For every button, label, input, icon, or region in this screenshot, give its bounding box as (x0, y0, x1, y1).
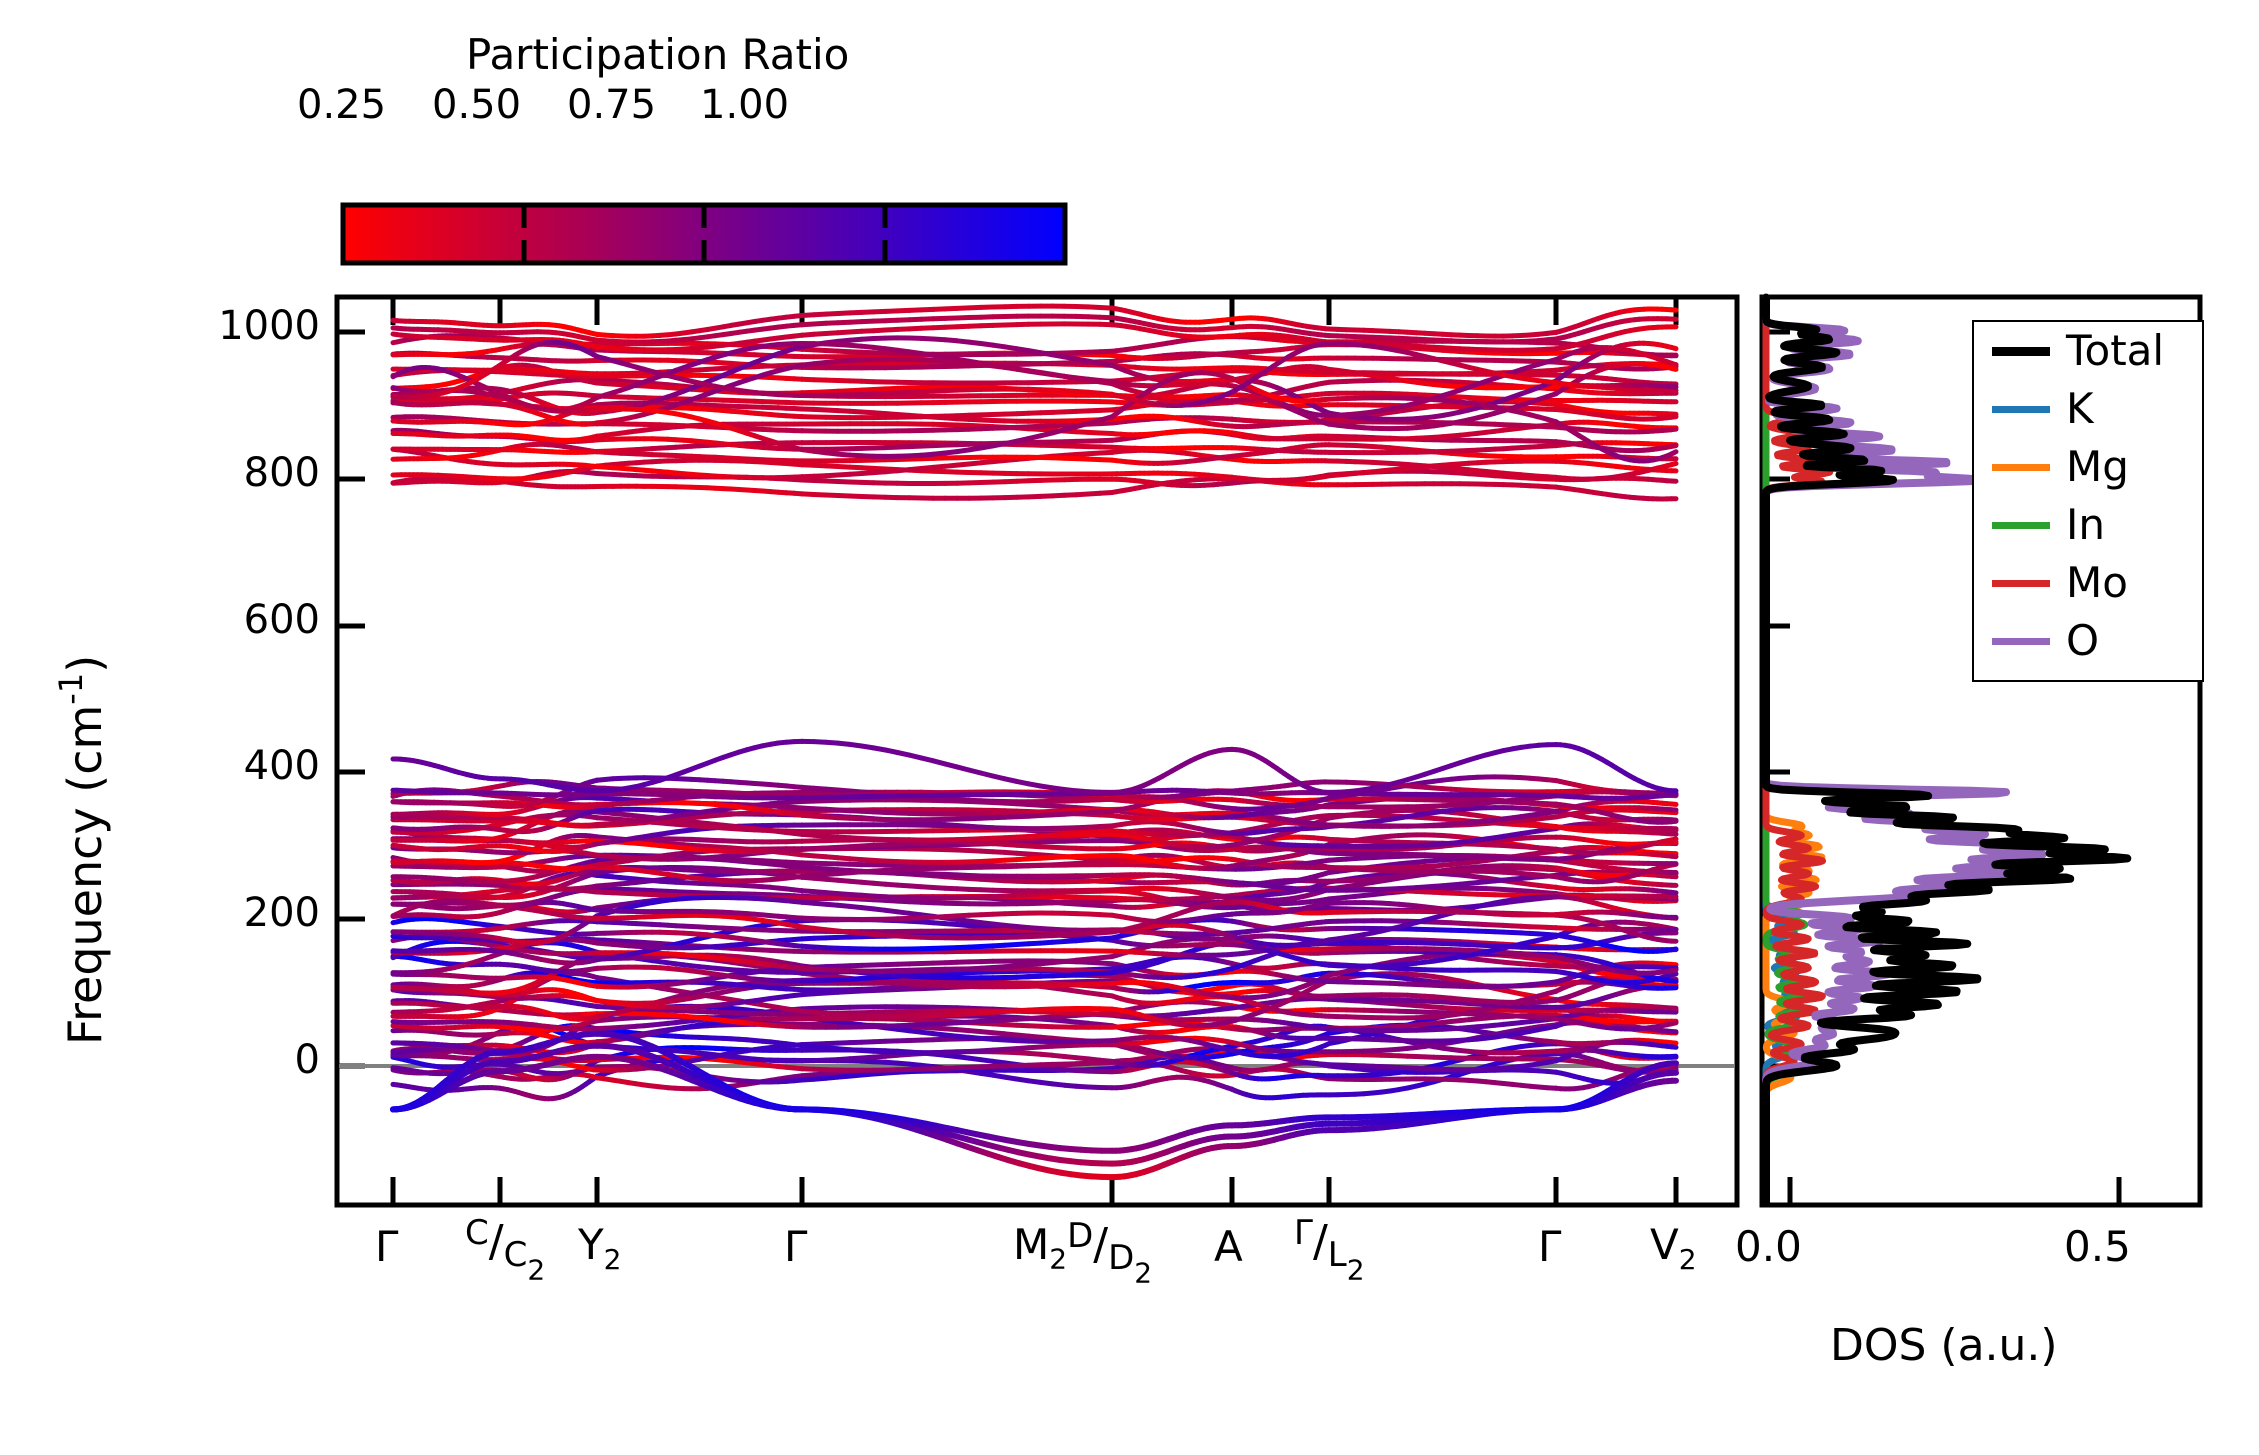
x-tick-c-den-sub: 2 (527, 1253, 546, 1287)
x-tick-y2-sub: 2 (603, 1242, 622, 1276)
x-tick-v2-base: V (1650, 1220, 1679, 1269)
x-tick-m2d-over-d2: M2D/D2 (1013, 1216, 1153, 1290)
y-axis-title: Frequency (cm-1) (52, 655, 112, 1045)
legend-item-in[interactable]: In (1974, 496, 2202, 554)
dos-curves (1762, 293, 2132, 1205)
colorbar (340, 202, 1068, 266)
y-tick-600: 600 (243, 597, 320, 643)
x-tick-l-den-sub: 2 (1346, 1253, 1365, 1287)
x-tick-marks (390, 297, 1679, 1205)
legend-item-mo[interactable]: Mo (1974, 554, 2202, 612)
x-tick-d-den-sub: 2 (1134, 1256, 1153, 1290)
x-tick-y2-base: Y (578, 1220, 604, 1269)
x-tick-m-sub: 2 (1049, 1242, 1068, 1276)
x-tick-d-den: D (1108, 1238, 1135, 1279)
dos-x-tick-1: 0.5 (2064, 1222, 2131, 1271)
legend-label-total: Total (2066, 326, 2165, 375)
legend-item-o[interactable]: O (1974, 612, 2202, 670)
dos-axis-title: DOS (a.u.) (1830, 1320, 2058, 1371)
colorbar-tick-0: 0.25 (297, 82, 387, 128)
y-tick-1000: 1000 (218, 303, 320, 349)
y-tick-800: 800 (243, 450, 320, 496)
y-axis-title-close: ) (58, 654, 113, 673)
colorbar-tick-3: 1.00 (700, 82, 790, 128)
legend-swatch-total (1992, 346, 2050, 356)
x-tick-y2: Y2 (578, 1220, 621, 1276)
legend-label-in: In (2066, 500, 2106, 549)
legend-item-k[interactable]: K (1974, 380, 2202, 438)
x-tick-gamma-over-l2: Γ/L2 (1294, 1213, 1365, 1287)
phonon-band-curves (390, 303, 1679, 1181)
x-tick-l-den: L (1327, 1235, 1347, 1276)
legend-label-mo: Mo (2066, 558, 2128, 607)
dos-x-tick-0: 0.0 (1735, 1222, 1802, 1271)
colorbar-tick-2: 0.75 (567, 82, 657, 128)
colorbar-title: Participation Ratio (466, 30, 850, 79)
x-tick-gamma-2: Γ (784, 1222, 808, 1271)
legend-label-k: K (2066, 384, 2094, 433)
legend-swatch-mo (1992, 579, 2050, 587)
legend-swatch-mg (1992, 463, 2050, 471)
x-tick-m: M (1013, 1219, 1050, 1269)
x-tick-d-num: D (1067, 1216, 1094, 1256)
x-tick-c-den: C (503, 1235, 528, 1276)
y-axis-title-exponent: -1 (52, 672, 90, 705)
legend-label-mg: Mg (2066, 442, 2129, 491)
x-tick-gamma-3: Γ (1538, 1222, 1562, 1271)
x-tick-v2: V2 (1650, 1220, 1697, 1276)
legend-swatch-k (1992, 405, 2050, 413)
legend-swatch-in (1992, 521, 2050, 529)
x-tick-c-over-c2: C/C2 (465, 1213, 546, 1287)
colorbar-tick-1: 0.50 (432, 82, 522, 128)
y-tick-400: 400 (243, 743, 320, 789)
x-tick-c-num: C (465, 1213, 489, 1253)
x-tick-gamma-1: Γ (375, 1222, 399, 1271)
legend-item-mg[interactable]: Mg (1974, 438, 2202, 496)
legend-item-total[interactable]: Total (1974, 322, 2202, 380)
legend-label-o: O (2066, 616, 2100, 665)
x-tick-a: A (1214, 1222, 1243, 1271)
legend-swatch-o (1992, 637, 2050, 645)
x-tick-gamma-num: Γ (1294, 1213, 1313, 1253)
dos-legend: Total K Mg In Mo O (1972, 320, 2204, 682)
y-axis-title-text: Frequency (cm (58, 704, 113, 1045)
y-tick-200: 200 (243, 890, 320, 936)
y-tick-0: 0 (294, 1037, 320, 1083)
x-tick-v2-sub: 2 (1678, 1242, 1697, 1276)
